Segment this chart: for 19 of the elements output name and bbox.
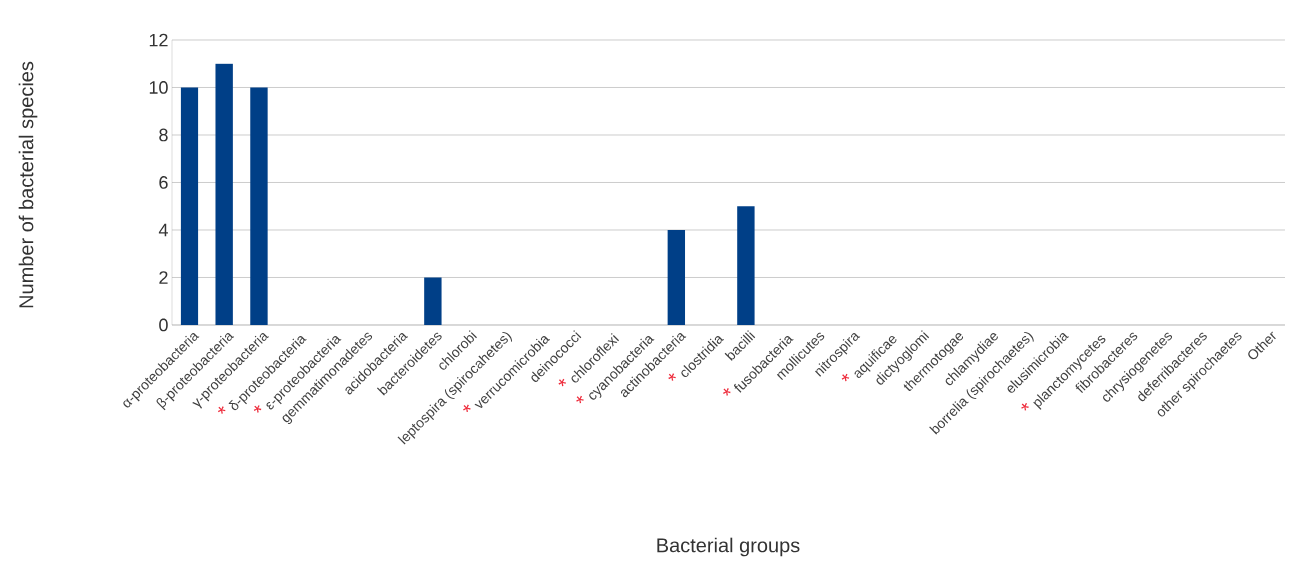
- y-tick-label: 4: [158, 223, 168, 237]
- y-tick-label: 0: [159, 318, 168, 332]
- y-axis-title: Number of bacterial species: [18, 61, 38, 308]
- text: *: [576, 395, 584, 404]
- bar: [180, 87, 199, 325]
- y-tick-label: 2: [159, 271, 168, 284]
- bar: [215, 63, 233, 325]
- x-axis-title: Bacterial groups: [657, 537, 800, 557]
- bar: [667, 230, 686, 325]
- text: *: [1021, 402, 1029, 411]
- bar: [250, 87, 268, 325]
- y-tick-label: 10: [149, 81, 168, 94]
- y-tick-label: 8: [159, 128, 168, 142]
- bar: [737, 206, 755, 325]
- text: *: [463, 404, 471, 413]
- y-tick-label: 12: [149, 33, 168, 47]
- y-tick-label: 6: [159, 176, 168, 189]
- bar: [424, 277, 442, 325]
- text: *: [723, 388, 731, 396]
